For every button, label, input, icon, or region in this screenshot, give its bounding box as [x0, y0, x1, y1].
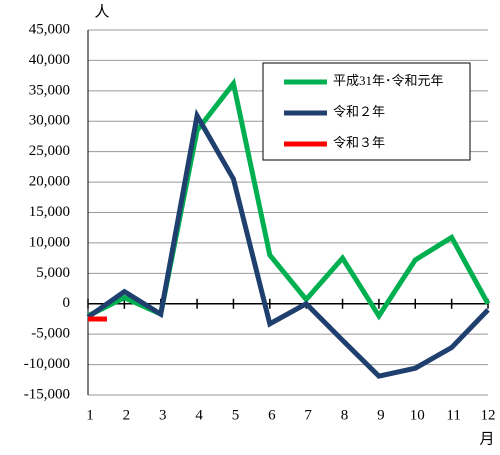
y-tick-label: 5,000 — [36, 265, 70, 281]
x-unit: 月 — [479, 431, 494, 447]
y-tick-label: 0 — [63, 295, 71, 311]
y-tick-label: 10,000 — [29, 234, 70, 250]
y-tick-label: -10,000 — [24, 356, 70, 372]
series-line — [86, 108, 490, 379]
y-tick-label: 45,000 — [29, 21, 70, 37]
y-tick-label: 40,000 — [29, 52, 70, 68]
y-tick-label: 20,000 — [29, 174, 70, 190]
y-tick-label: 15,000 — [29, 204, 70, 220]
x-tick-label: 9 — [377, 407, 385, 423]
legend-label: 平成31年･令和元年 — [333, 73, 444, 88]
x-tick-label: 7 — [304, 407, 312, 423]
y-tick-label: -15,000 — [24, 386, 70, 402]
y-tick-label: 30,000 — [29, 113, 70, 129]
x-tick-label: 5 — [232, 407, 240, 423]
x-tick-label: 6 — [268, 407, 276, 423]
y-tick-label: 25,000 — [29, 143, 70, 159]
x-tick-label: 10 — [410, 407, 425, 423]
x-tick-label: 4 — [195, 407, 203, 423]
x-tick-label: 11 — [446, 407, 460, 423]
x-tick-label: 3 — [159, 407, 167, 423]
y-unit: 人 — [94, 3, 109, 20]
x-tick-label: 2 — [123, 407, 131, 423]
y-tick-label: 35,000 — [29, 82, 70, 98]
legend-label: 令和２年 — [333, 104, 385, 119]
x-tick-label: 8 — [341, 407, 349, 423]
y-tick-label: -5,000 — [31, 326, 70, 342]
x-tick-label: 1 — [86, 407, 94, 423]
legend-label: 令和３年 — [333, 135, 385, 150]
x-tick-label: 12 — [481, 407, 496, 423]
